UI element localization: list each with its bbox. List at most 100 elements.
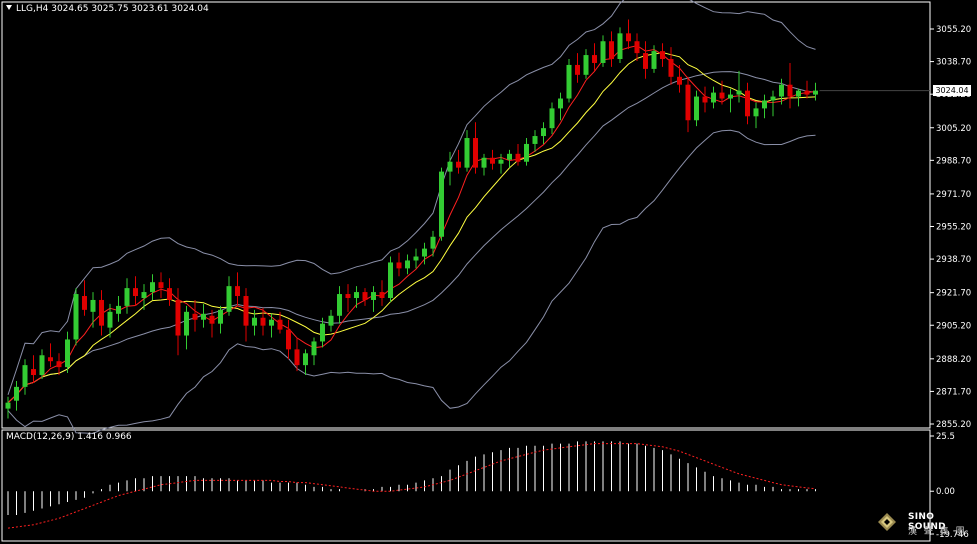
logo-text-cn: 漢 聲 集 團 <box>908 527 967 537</box>
candle-body <box>779 84 784 97</box>
candle-body <box>456 161 461 168</box>
candle-body <box>218 309 223 324</box>
candle-body <box>490 157 495 164</box>
price-tick-label: 3055.20 <box>936 25 971 35</box>
candle-body <box>90 299 96 312</box>
price-tick-label: 2905.20 <box>936 321 971 331</box>
candle-body <box>141 292 147 298</box>
candle-body <box>22 365 28 387</box>
candle-body <box>447 161 453 172</box>
current-price-tag: 3024.04 <box>933 85 971 96</box>
candle-body <box>745 90 750 117</box>
candle-body <box>549 108 555 129</box>
price-tick-label: 2871.70 <box>936 387 971 397</box>
candle-body <box>668 59 674 77</box>
candle-body <box>592 55 597 63</box>
candle-body <box>362 292 368 300</box>
candle-body <box>660 51 665 60</box>
chart-header: LLG,H4 3024.65 3025.75 3023.61 3024.04 <box>6 4 209 14</box>
macd-tick-label: 0.00 <box>936 487 955 497</box>
candle-body <box>328 315 334 326</box>
symbol-label: LLG,H4 <box>16 4 49 14</box>
candle-body <box>294 349 300 366</box>
candle-body <box>685 84 691 121</box>
candle-body <box>235 286 240 297</box>
price-tick-label: 2938.70 <box>936 255 971 265</box>
main-pane-frame <box>1 1 931 429</box>
candle-body <box>116 305 121 314</box>
candle-body <box>524 143 529 162</box>
candle-body <box>651 51 657 69</box>
candle-body <box>583 55 589 75</box>
candle-body <box>31 369 36 376</box>
candle-body <box>39 355 45 376</box>
bollinger-upper-line <box>7 0 816 395</box>
candle-body <box>48 357 53 362</box>
candle-body <box>158 282 164 289</box>
candle-body <box>226 286 232 312</box>
low-value: 3023.61 <box>131 4 169 14</box>
candle-body <box>515 153 521 162</box>
candle-body <box>405 260 410 269</box>
candle-body <box>345 294 351 298</box>
moving-average-red-line <box>7 45 816 404</box>
candle-body <box>787 84 793 97</box>
price-tick-label: 3038.70 <box>936 58 971 68</box>
candle-body <box>201 313 206 320</box>
candle-body <box>311 341 317 356</box>
macd-signal-value: 0.966 <box>105 432 132 442</box>
candle-body <box>133 288 138 297</box>
candle-body <box>430 236 436 249</box>
sino-sound-logo: SINO SOUND 漢 聲 集 團 <box>878 510 973 540</box>
candle-body <box>354 292 359 298</box>
candle-body <box>804 90 810 95</box>
dropdown-triangle-icon[interactable] <box>6 5 12 10</box>
candle-body <box>65 339 70 368</box>
candle-body <box>209 315 215 324</box>
candle-body <box>269 319 274 326</box>
macd-value: 1.416 <box>77 432 103 442</box>
macd-name: MACD(12,26,9) <box>6 432 75 442</box>
candle-body <box>286 329 291 350</box>
price-tick-label: 2988.70 <box>936 156 971 166</box>
candle-body <box>252 317 257 326</box>
candle-body <box>243 296 249 326</box>
candle-body <box>107 311 113 328</box>
candle-body <box>617 33 623 60</box>
candle-body <box>464 138 470 168</box>
candle-body <box>507 153 512 160</box>
candle-body <box>167 288 172 300</box>
close-value: 3024.04 <box>171 4 209 14</box>
candle-body <box>532 136 538 144</box>
candle-body <box>609 41 614 60</box>
candle-body <box>813 90 818 95</box>
candle-body <box>634 41 640 54</box>
candle-body <box>379 292 385 298</box>
bollinger-lower-line <box>7 129 816 435</box>
candle-body <box>99 299 104 326</box>
candle-body <box>320 323 325 342</box>
candle-body <box>422 248 427 257</box>
candle-body <box>337 294 342 316</box>
candle-body <box>413 256 419 261</box>
macd-header: MACD(12,26,9) 1.416 0.966 <box>6 432 132 442</box>
candle-body <box>498 159 504 164</box>
candle-body <box>736 90 742 95</box>
open-value: 3024.65 <box>51 4 89 14</box>
candle-body <box>260 317 266 326</box>
candle-body <box>396 262 402 269</box>
candle-body <box>82 296 87 310</box>
price-tick-label: 3005.20 <box>936 124 971 134</box>
candle-body <box>558 98 563 109</box>
candle-body <box>5 402 11 409</box>
candle-body <box>694 96 699 121</box>
candle-body <box>575 64 580 75</box>
logo-text-en: SINO SOUND <box>908 512 946 532</box>
candle-body <box>473 138 478 168</box>
price-tick-label: 2971.70 <box>936 190 971 200</box>
candle-body <box>150 282 155 293</box>
macd-tick-label: -19.746 <box>936 530 969 540</box>
candle-body <box>770 96 776 101</box>
candle-body <box>541 128 546 137</box>
